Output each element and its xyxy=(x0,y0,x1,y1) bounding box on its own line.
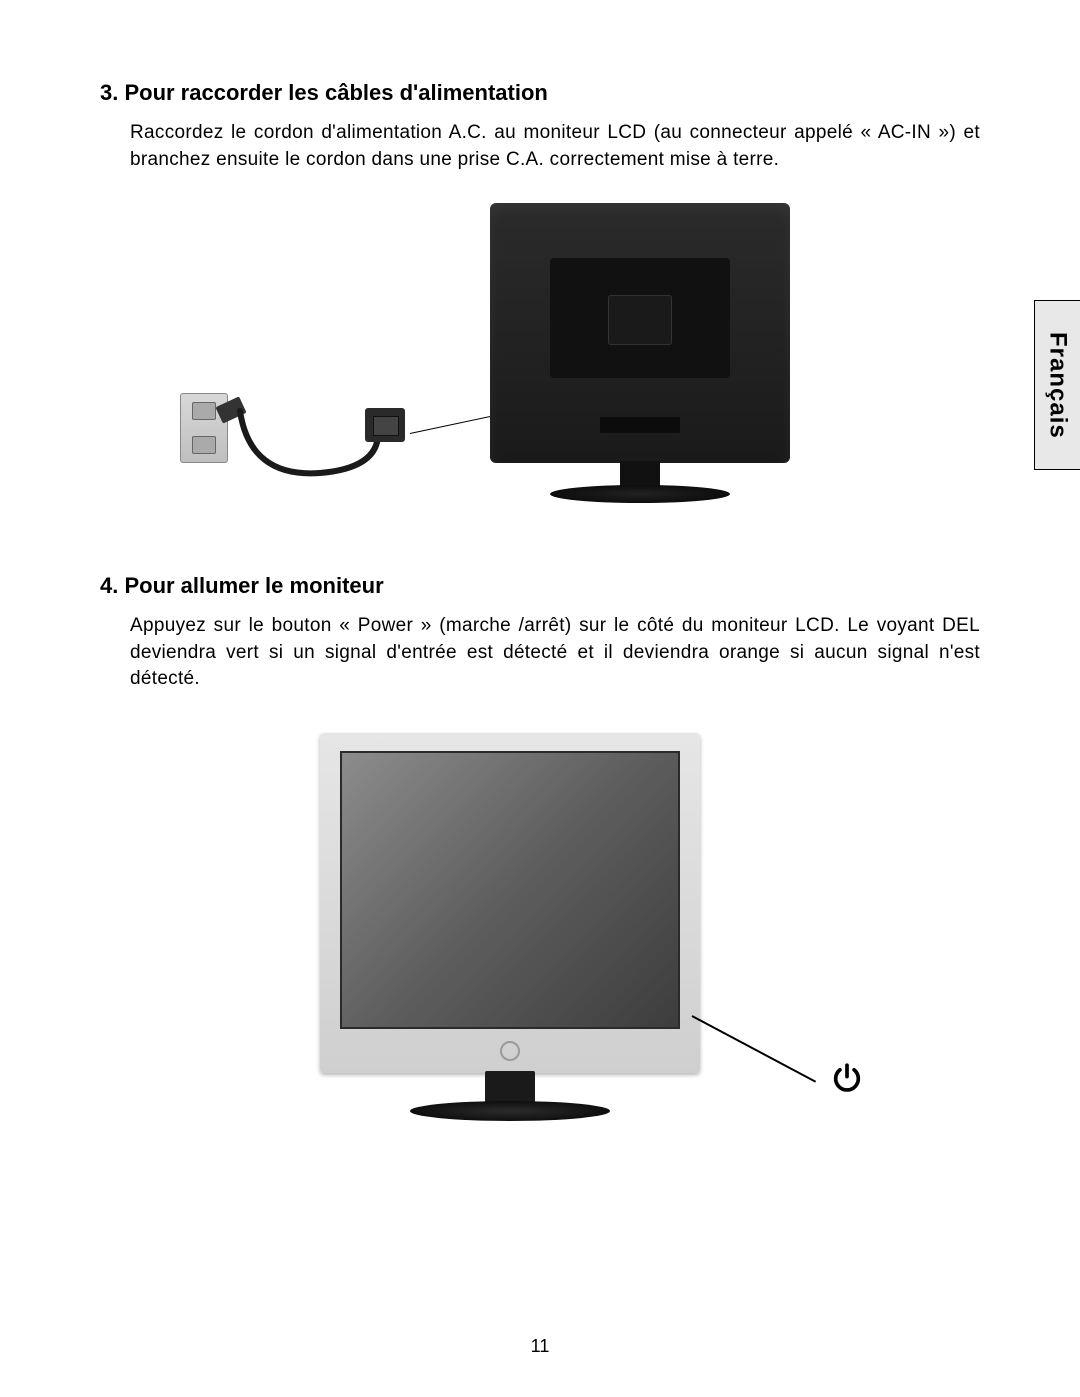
monitor-neck xyxy=(485,1071,535,1103)
language-tab: Français xyxy=(1034,300,1080,470)
monitor-base xyxy=(550,485,730,503)
power-icon xyxy=(830,1061,864,1095)
section3-heading: 3. Pour raccorder les câbles d'alimentat… xyxy=(100,80,980,106)
monitor-front-icon xyxy=(320,733,700,1073)
monitor-rear-icon xyxy=(490,203,790,463)
monitor-base xyxy=(410,1101,610,1121)
figure-power-connection xyxy=(130,203,980,523)
section4-heading: 4. Pour allumer le moniteur xyxy=(100,573,980,599)
section4-body: Appuyez sur le bouton « Power » (marche … xyxy=(130,613,980,693)
iec-connector-icon xyxy=(365,408,405,442)
monitor-neck xyxy=(620,461,660,487)
brand-logo-icon xyxy=(500,1041,520,1061)
language-tab-label: Français xyxy=(1044,332,1072,439)
page-number: 11 xyxy=(0,1336,1080,1357)
power-cord-icon xyxy=(210,393,440,483)
section3-body: Raccordez le cordon d'alimentation A.C. … xyxy=(130,120,980,173)
leader-line xyxy=(692,1015,817,1082)
figure-power-button xyxy=(130,723,980,1183)
